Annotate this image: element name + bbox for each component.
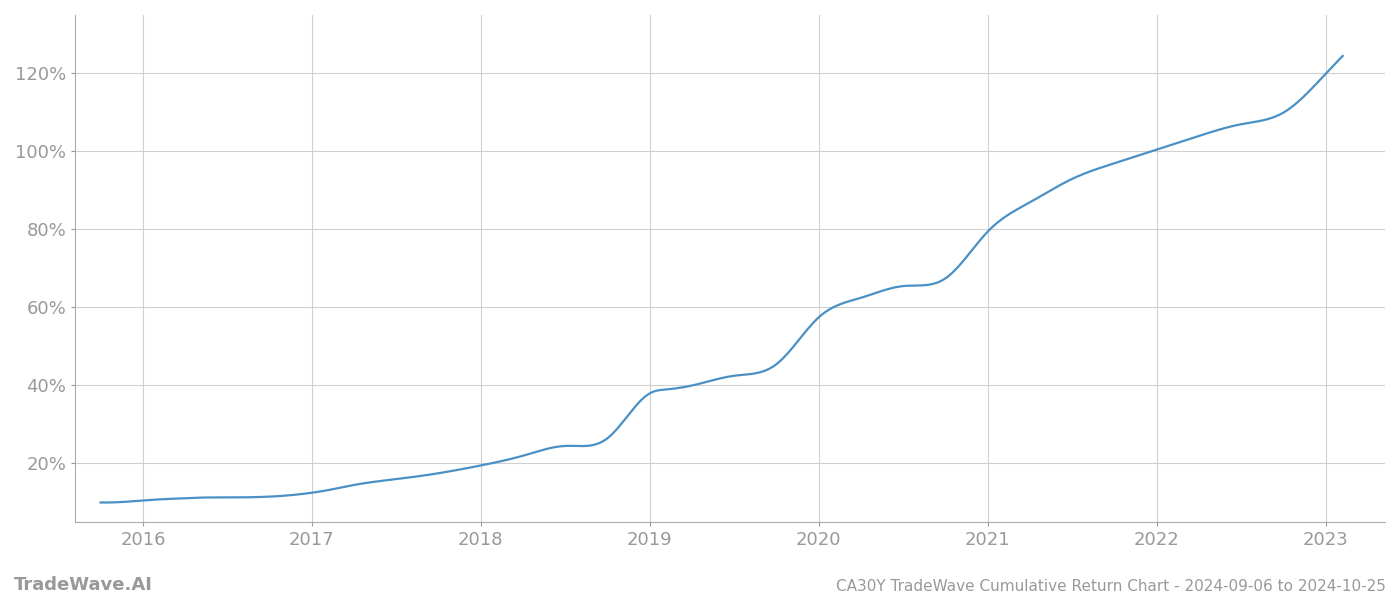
Text: CA30Y TradeWave Cumulative Return Chart - 2024-09-06 to 2024-10-25: CA30Y TradeWave Cumulative Return Chart … [836,579,1386,594]
Text: TradeWave.AI: TradeWave.AI [14,576,153,594]
